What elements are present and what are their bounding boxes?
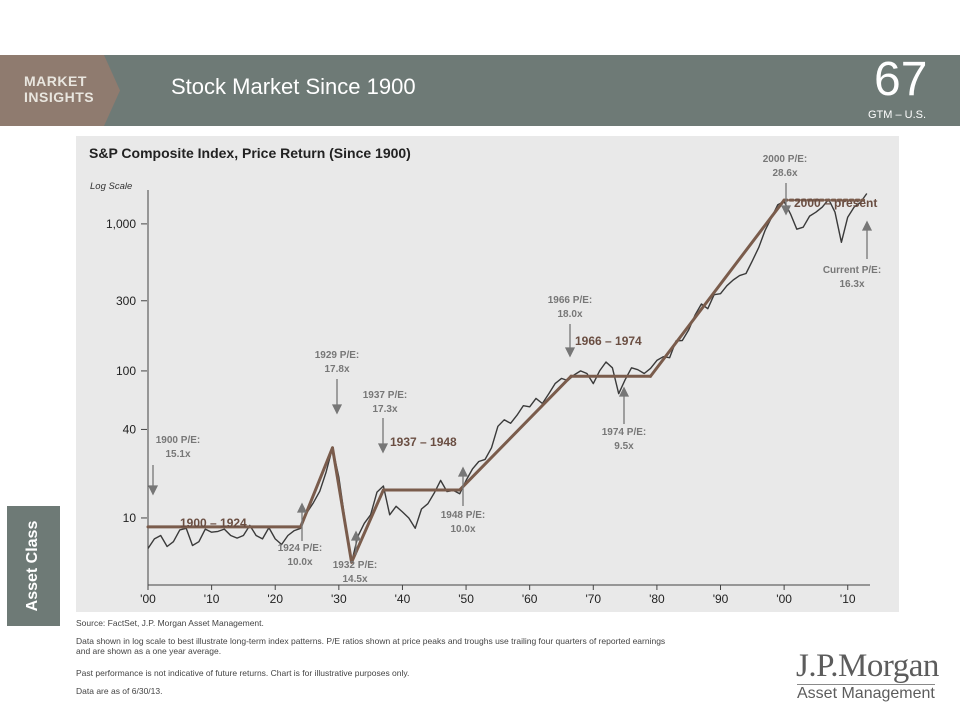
arrow-1932 (350, 530, 362, 555)
period-label-1937-1948: 1937 – 1948 (390, 435, 457, 449)
footnote-note3: Data are as of 6/30/13. (76, 686, 163, 696)
sp-composite-series-line (147, 193, 868, 563)
x-tick-label-8: '80 (649, 592, 665, 606)
y-axis-label: Log Scale (90, 181, 132, 192)
pe-2000-line2: 28.6x (772, 168, 797, 179)
x-tick-label-10: '00 (776, 592, 792, 606)
y-tick-label-0: 10 (123, 511, 137, 525)
pe-1974-line2: 9.5x (614, 441, 634, 452)
arrow-1966 (564, 324, 576, 358)
pe-1966-line1: 1966 P/E: (548, 295, 592, 306)
side-tab-label: Asset Class (24, 520, 41, 612)
y-tick-label-4: 1,000 (106, 217, 136, 231)
x-tick-label-9: '90 (713, 592, 729, 606)
x-tick-label-4: '40 (395, 592, 411, 606)
trend-rise-1949-1966 (458, 374, 573, 492)
arrow-1937 (377, 418, 389, 454)
trend-rise-1979-2000 (649, 198, 786, 378)
arrow-1924 (296, 502, 308, 541)
period-label-1900-1924: 1900 – 1924 (180, 516, 247, 530)
footnote-note2: Past performance is not indicative of fu… (76, 668, 410, 678)
page-title: Stock Market Since 1900 (171, 74, 416, 99)
arrow-1929 (331, 379, 343, 415)
chart-title: S&P Composite Index, Price Return (Since… (89, 145, 411, 161)
pe-1966-line2: 18.0x (557, 309, 582, 320)
x-tick-label-11: '10 (840, 592, 856, 606)
logo-divider (797, 684, 935, 685)
brand-line2: INSIGHTS (24, 89, 95, 105)
header-bar (0, 55, 960, 126)
pe-1932-line1: 1932 P/E: (333, 560, 377, 571)
period-label-1966-1974: 1966 – 1974 (575, 334, 642, 348)
y-ticks: 10 40 100 300 1,000 (106, 217, 147, 525)
x-tick-label-6: '60 (522, 592, 538, 606)
x-tick-label-7: '70 (585, 592, 601, 606)
trend-rise-1924-1929 (299, 446, 334, 529)
pe-1974-line1: 1974 P/E: (602, 427, 646, 438)
y-tick-label-3: 300 (116, 294, 136, 308)
trend-overlay (146, 198, 866, 564)
market-insights-badge (0, 55, 120, 126)
arrow-1948 (457, 466, 469, 506)
pe-current-line2: 16.3x (839, 279, 864, 290)
footnote-source: Source: FactSet, J.P. Morgan Asset Manag… (76, 618, 264, 628)
guide-subtitle: GTM – U.S. (868, 109, 927, 121)
side-tab (7, 506, 60, 626)
footnote-note1: Data shown in log scale to best illustra… (76, 636, 666, 656)
pe-1924-line1: 1924 P/E: (278, 543, 322, 554)
pe-1929-line1: 1929 P/E: (315, 350, 359, 361)
axes (147, 190, 870, 586)
period-label-2000-present: 2000 – present (794, 196, 877, 210)
x-tick-label-3: '30 (331, 592, 347, 606)
pe-1937-line1: 1937 P/E: (363, 390, 407, 401)
arrow-1974 (618, 386, 630, 424)
arrow-current (861, 220, 873, 259)
pe-1937-line2: 17.3x (372, 404, 397, 415)
pe-1948-line1: 1948 P/E: (441, 510, 485, 521)
pe-1932-line2: 14.5x (342, 574, 367, 585)
pe-current-line1: Current P/E: (823, 265, 881, 276)
page-number: 67 (874, 53, 928, 106)
x-tick-label-5: '50 (458, 592, 474, 606)
pe-1929-line2: 17.8x (324, 364, 349, 375)
arrow-2000 (780, 183, 792, 216)
logo-tagline: Asset Management (797, 685, 935, 702)
pe-1900-line2: 15.1x (165, 449, 190, 460)
x-tick-label-0: '00 (140, 592, 156, 606)
pe-1900-line1: 1900 P/E: (156, 435, 200, 446)
page-number-box (851, 55, 960, 126)
market-insights-label: MARKET INSIGHTS (24, 73, 94, 105)
y-tick-label-2: 100 (116, 364, 136, 378)
pe-1948-line2: 10.0x (450, 524, 475, 535)
y-tick-label-1: 40 (123, 422, 137, 436)
pe-2000-line1: 2000 P/E: (763, 154, 807, 165)
pe-1924-line2: 10.0x (287, 557, 312, 568)
trend-fall-1929-1932 (330, 446, 354, 564)
x-tick-label-1: '10 (204, 592, 220, 606)
x-ticks: '00 '10 '20 '30 '40 '50 '60 '70 '80 '90 '00 '10 (140, 585, 856, 606)
jpmorgan-logo: J.P.Morgan (796, 648, 939, 684)
brand-line1: MARKET (24, 73, 87, 89)
arrow-1900 (147, 465, 159, 496)
x-tick-label-2: '20 (267, 592, 283, 606)
trend-rise-1932-1937 (350, 488, 385, 564)
